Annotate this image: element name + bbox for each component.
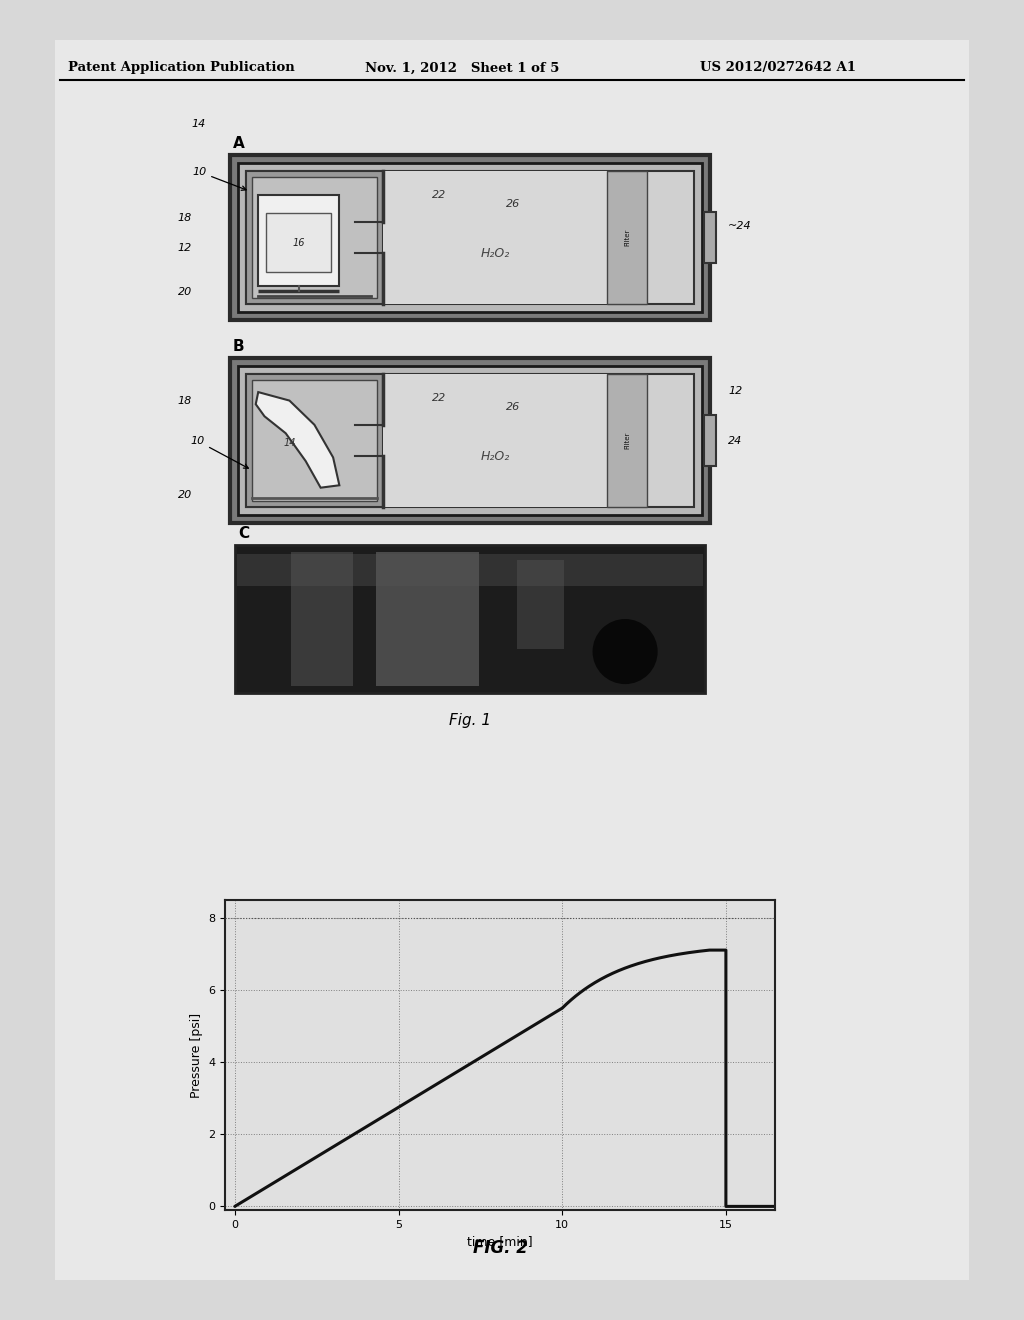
Bar (607, 374, 647, 507)
Text: C: C (238, 525, 249, 541)
Text: 26: 26 (507, 403, 520, 412)
Text: Nov. 1, 2012   Sheet 1 of 5: Nov. 1, 2012 Sheet 1 of 5 (365, 62, 559, 74)
Text: H₂O₂: H₂O₂ (480, 450, 510, 463)
Text: 12: 12 (728, 387, 742, 396)
Text: 22: 22 (432, 393, 445, 403)
Text: 18: 18 (178, 396, 193, 407)
Text: 10: 10 (193, 166, 246, 190)
Text: ~24: ~24 (728, 222, 752, 231)
Bar (266, 214, 331, 272)
Text: 22: 22 (432, 190, 445, 199)
Text: 14: 14 (284, 438, 296, 447)
Circle shape (593, 619, 657, 684)
Bar (705, 213, 716, 263)
FancyBboxPatch shape (230, 154, 710, 319)
Bar (246, 374, 694, 507)
Bar (234, 545, 705, 693)
Text: US 2012/0272642 A1: US 2012/0272642 A1 (700, 62, 856, 74)
Bar (246, 374, 383, 507)
Bar (246, 172, 383, 304)
Text: 12: 12 (178, 243, 193, 252)
Text: 10: 10 (190, 436, 249, 469)
Text: Filter: Filter (624, 432, 630, 449)
Bar (607, 172, 647, 304)
Y-axis label: Pressure [psi]: Pressure [psi] (189, 1012, 203, 1097)
Text: 26: 26 (507, 199, 520, 210)
Bar (383, 374, 607, 507)
Text: 14: 14 (191, 119, 206, 129)
Bar (376, 552, 479, 685)
Text: H₂O₂: H₂O₂ (480, 247, 510, 260)
Bar (238, 366, 702, 515)
Text: 24: 24 (728, 436, 742, 446)
Bar (252, 380, 377, 502)
Text: 16: 16 (293, 238, 305, 248)
Bar (383, 172, 607, 304)
Bar (55, 40, 969, 1280)
X-axis label: time [min]: time [min] (467, 1236, 532, 1249)
Bar (252, 177, 377, 298)
Text: Fig. 1: Fig. 1 (449, 714, 492, 729)
Bar (246, 172, 694, 304)
Text: Patent Application Publication: Patent Application Publication (68, 62, 295, 74)
Text: 18: 18 (178, 213, 193, 223)
Text: 20: 20 (178, 288, 193, 297)
Text: B: B (233, 339, 245, 354)
Text: Filter: Filter (624, 228, 630, 247)
Bar (292, 552, 352, 685)
Bar (237, 554, 703, 586)
Bar (705, 416, 716, 466)
Bar (238, 162, 702, 312)
Text: FIG. 2: FIG. 2 (472, 1239, 527, 1257)
FancyBboxPatch shape (230, 358, 710, 523)
Text: A: A (233, 136, 245, 150)
Text: 20: 20 (178, 490, 193, 500)
Bar (517, 560, 564, 648)
Bar (258, 195, 339, 286)
Polygon shape (256, 392, 339, 487)
